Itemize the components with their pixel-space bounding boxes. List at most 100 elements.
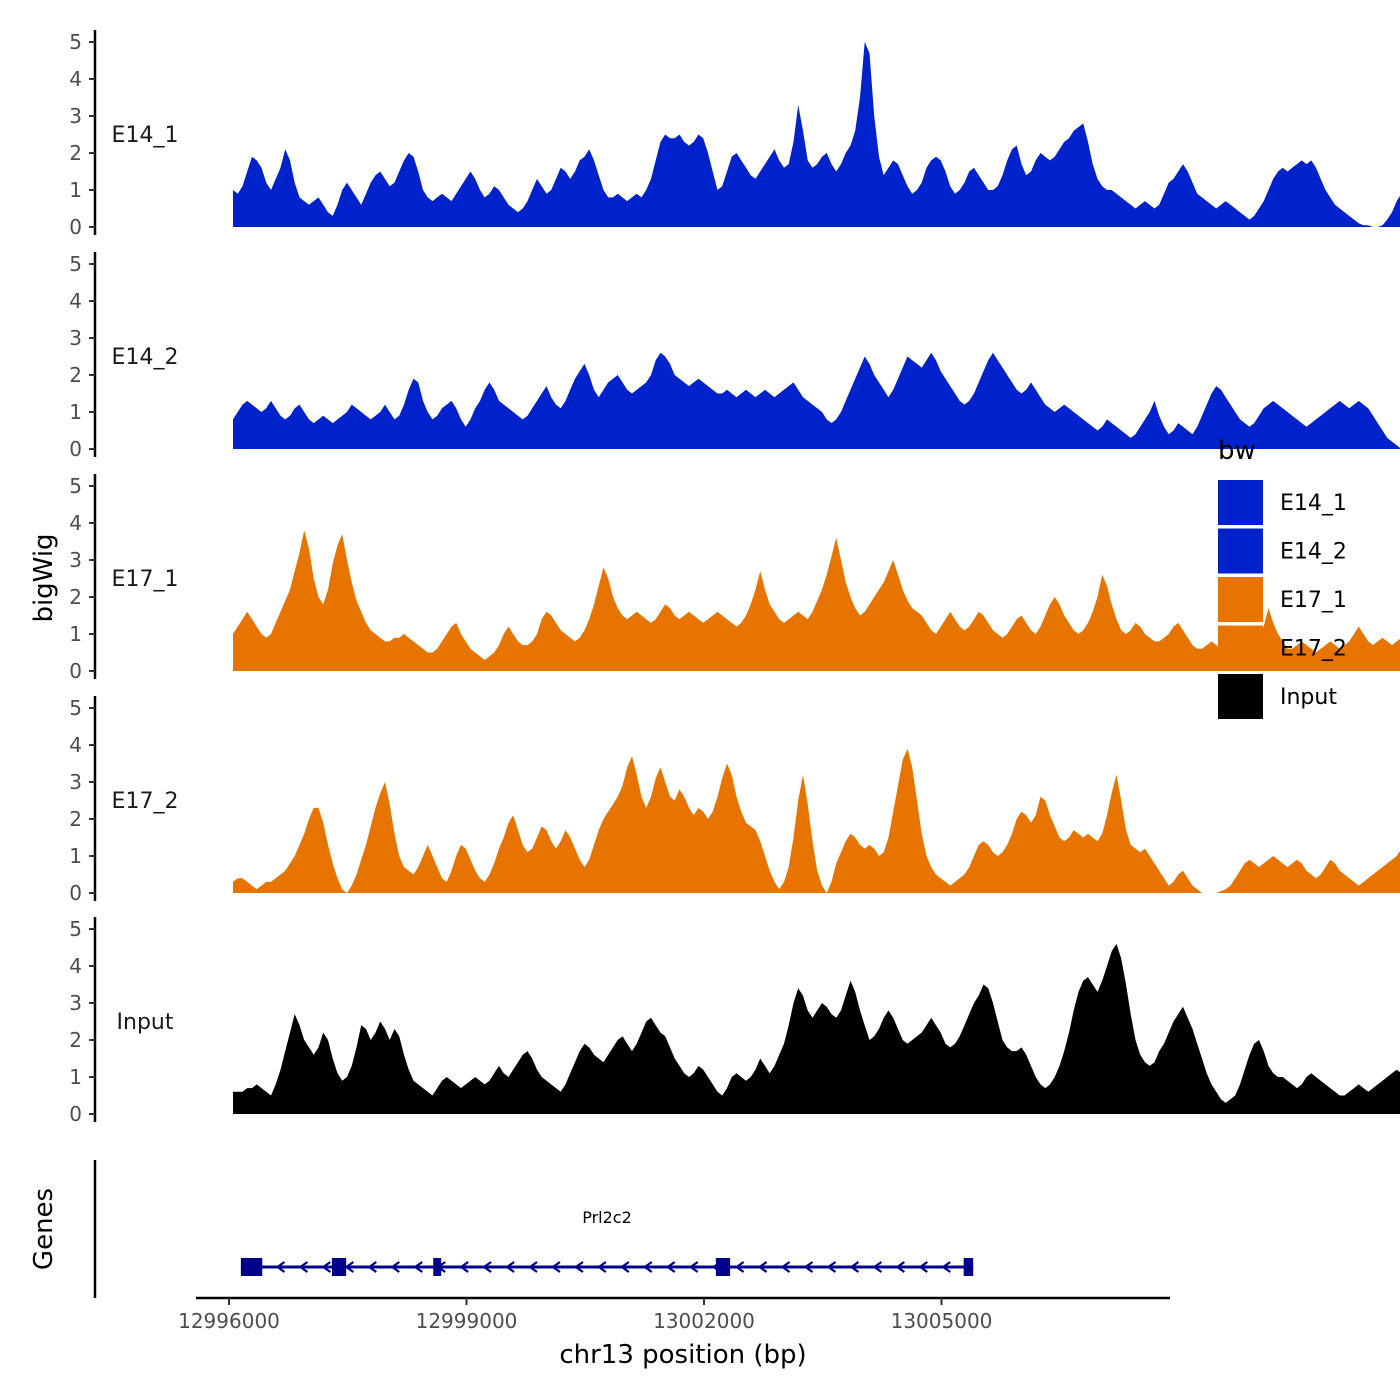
legend-swatch-e17-2: [1218, 625, 1263, 671]
y-tick-label: 5: [69, 917, 82, 941]
legend: bw E14_1 E14_2 E17_1 E17_2 Input: [1218, 436, 1347, 719]
x-axis: 12996000 12999000 13002000 13005000: [178, 1296, 1170, 1333]
strand-arrow-icon: [596, 1261, 607, 1273]
y-tick-label: 2: [69, 807, 82, 831]
track-label-e14-2: E14_2: [112, 345, 179, 370]
x-tick-label: 13002000: [653, 1309, 755, 1333]
y-tick-label: 5: [69, 696, 82, 720]
track-label-input: Input: [117, 1010, 174, 1035]
signal-area-e14-1: [233, 42, 1400, 227]
track-input: 0 1 2 3 4 5 Input: [69, 917, 1400, 1126]
y-tick-label: 3: [69, 104, 82, 128]
genes-track-label: Genes: [29, 1188, 59, 1270]
y-tick-label: 0: [69, 1102, 82, 1126]
strand-arrow-icon: [321, 1261, 332, 1273]
strand-arrow-icon: [459, 1261, 469, 1273]
strand-arrow-icon: [918, 1261, 928, 1273]
strand-arrow-icon: [849, 1261, 860, 1273]
track-e17-1: 0 1 2 3 4 5 E17_1: [69, 474, 1400, 683]
track-e14-1: 0 1 2 3 4 5 E14_1: [69, 30, 1400, 239]
y-axis-title: bigWig: [29, 533, 59, 622]
legend-label-e14-2: E14_2: [1280, 540, 1347, 565]
y-tick-label: 0: [69, 437, 82, 461]
y-tick-label: 1: [69, 178, 82, 202]
signal-area-input: [233, 943, 1400, 1114]
strand-arrow-icon: [275, 1261, 286, 1273]
y-tick-label: 1: [69, 622, 82, 646]
y-tick-label: 5: [69, 474, 82, 498]
y-tick-label: 2: [69, 1028, 82, 1052]
strand-arrow-icon: [413, 1261, 423, 1273]
y-tick-label: 2: [69, 141, 82, 165]
y-tick-label: 0: [69, 881, 82, 905]
y-tick-label: 4: [69, 733, 82, 757]
strand-arrow-icon: [528, 1261, 538, 1273]
strand-arrow-icon: [482, 1261, 492, 1273]
y-tick-label: 5: [69, 30, 82, 54]
track-label-e17-2: E17_2: [112, 789, 179, 814]
y-tick-label: 1: [69, 400, 82, 424]
genes-track: Genes Prl2c2: [29, 1160, 974, 1298]
signal-tracks: 0 1 2 3 4 5 E14_1 0 1 2 3 4 5 E14_2 0 1 2 3 4 5 E17_1 0 1 2 3 4 5 E…: [69, 30, 1400, 1126]
gene-exon: [433, 1258, 442, 1276]
legend-swatch-e14-2: [1218, 528, 1263, 574]
signal-area-e17-2: [233, 748, 1400, 893]
strand-arrow-icon: [367, 1261, 377, 1273]
strand-arrow-icon: [895, 1261, 905, 1273]
y-tick-label: 1: [69, 1065, 82, 1089]
legend-label-e17-2: E17_2: [1280, 637, 1347, 662]
legend-label-input: Input: [1280, 685, 1337, 710]
y-tick-label: 3: [69, 770, 82, 794]
y-tick-label: 3: [69, 548, 82, 572]
strand-arrow-icon: [665, 1261, 676, 1273]
strand-arrow-icon: [505, 1261, 515, 1273]
strand-arrow-icon: [390, 1261, 400, 1273]
gene-name-label: Prl2c2: [582, 1208, 632, 1227]
signal-area-e17-1: [233, 530, 1400, 671]
strand-arrow-icon: [688, 1261, 699, 1273]
y-tick-label: 5: [69, 252, 82, 276]
legend-swatch-e14-1: [1218, 480, 1263, 525]
strand-arrow-icon: [642, 1261, 653, 1273]
x-tick-label: 13005000: [891, 1309, 993, 1333]
y-tick-label: 0: [69, 659, 82, 683]
strand-arrow-icon: [344, 1261, 354, 1273]
track-label-e17-1: E17_1: [112, 567, 179, 592]
y-tick-label: 4: [69, 954, 82, 978]
x-tick-label: 12996000: [178, 1309, 280, 1333]
gene-exon: [331, 1258, 347, 1276]
legend-swatch-input: [1218, 674, 1263, 719]
track-e17-2: 0 1 2 3 4 5 E17_2: [69, 696, 1400, 905]
y-tick-label: 2: [69, 363, 82, 387]
strand-arrow-icon: [298, 1261, 309, 1273]
gene-exon: [963, 1258, 974, 1276]
y-tick-label: 1: [69, 844, 82, 868]
strand-arrow-icon: [826, 1261, 837, 1273]
strand-arrow-icon: [734, 1261, 745, 1273]
strand-arrow-icon: [780, 1261, 791, 1273]
y-tick-label: 3: [69, 326, 82, 350]
strand-arrow-icon: [872, 1261, 883, 1273]
y-tick-label: 4: [69, 67, 82, 91]
signal-area-e14-2: [233, 352, 1400, 449]
strand-arrow-icon: [757, 1261, 768, 1273]
y-tick-label: 4: [69, 289, 82, 313]
strand-arrow-icon: [941, 1261, 951, 1273]
gene-exon: [715, 1258, 731, 1276]
strand-arrow-icon: [574, 1261, 584, 1273]
track-e14-2: 0 1 2 3 4 5 E14_2: [69, 252, 1400, 461]
x-tick-label: 12999000: [416, 1309, 518, 1333]
strand-arrow-icon: [803, 1261, 814, 1273]
legend-title: bw: [1218, 436, 1256, 466]
y-tick-label: 4: [69, 511, 82, 535]
track-label-e14-1: E14_1: [112, 123, 179, 148]
gene-exon: [240, 1258, 263, 1276]
x-axis-title: chr13 position (bp): [559, 1340, 806, 1370]
legend-label-e17-1: E17_1: [1280, 588, 1347, 613]
y-tick-label: 3: [69, 991, 82, 1015]
strand-arrow-icon: [619, 1261, 630, 1273]
strand-arrow-icon: [551, 1261, 561, 1273]
legend-label-e14-1: E14_1: [1280, 491, 1347, 516]
legend-swatch-e17-1: [1218, 577, 1263, 622]
